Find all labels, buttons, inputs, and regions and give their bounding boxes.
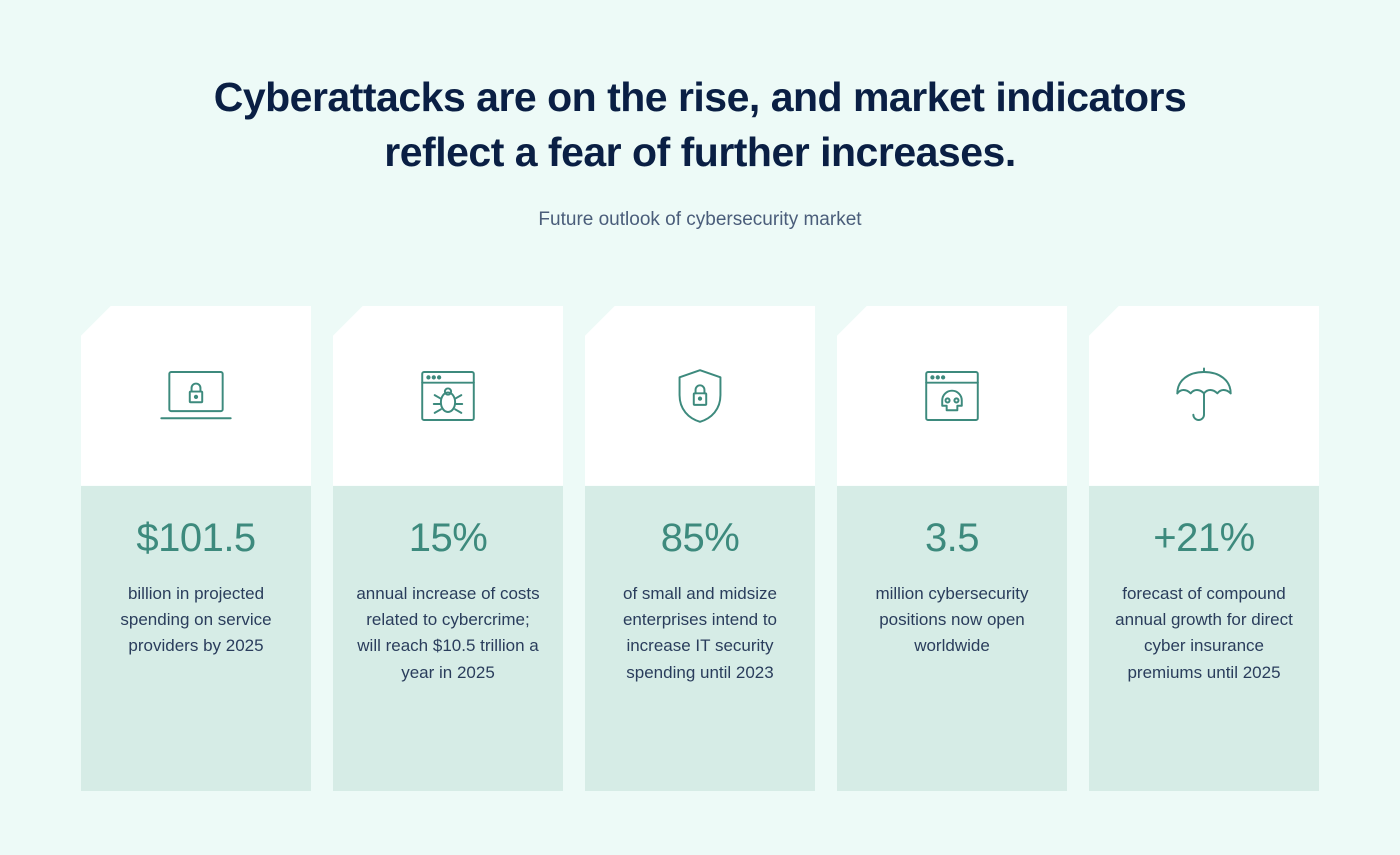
stat-desc: of small and midsize enterprises intend … [605,581,795,686]
stat-desc: billion in projected spending on service… [101,581,291,660]
stat-desc: annual increase of costs related to cybe… [353,581,543,686]
icon-zone [1089,306,1319,486]
icon-zone [585,306,815,486]
stat-card: +21% forecast of compound annual growth … [1089,306,1319,791]
stat-value: $101.5 [101,516,291,561]
stat-zone: 85% of small and midsize enterprises int… [585,486,815,791]
umbrella-icon [1164,361,1244,431]
stat-card: 3.5 million cybersecurity positions now … [837,306,1067,791]
subtitle: Future outlook of cybersecurity market [75,209,1325,231]
browser-skull-icon [912,361,992,431]
stat-value: 85% [605,516,795,561]
stat-zone: +21% forecast of compound annual growth … [1089,486,1319,791]
stat-value: 15% [353,516,543,561]
stat-value: 3.5 [857,516,1047,561]
headline: Cyberattacks are on the rise, and market… [200,70,1200,181]
stat-zone: $101.5 billion in projected spending on … [81,486,311,791]
browser-bug-icon [408,361,488,431]
stat-card: 85% of small and midsize enterprises int… [585,306,815,791]
stat-card: 15% annual increase of costs related to … [333,306,563,791]
stat-desc: million cybersecurity positions now open… [857,581,1047,660]
stat-zone: 3.5 million cybersecurity positions now … [837,486,1067,791]
stat-value: +21% [1109,516,1299,561]
icon-zone [333,306,563,486]
stat-zone: 15% annual increase of costs related to … [333,486,563,791]
icon-zone [837,306,1067,486]
laptop-lock-icon [156,361,236,431]
stat-desc: forecast of compound annual growth for d… [1109,581,1299,686]
stat-card: $101.5 billion in projected spending on … [81,306,311,791]
card-row: $101.5 billion in projected spending on … [75,306,1325,791]
shield-lock-icon [660,361,740,431]
icon-zone [81,306,311,486]
